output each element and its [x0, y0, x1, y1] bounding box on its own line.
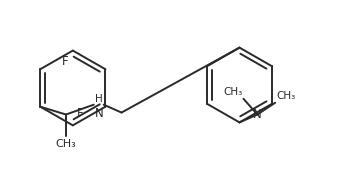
Text: CH₃: CH₃: [55, 139, 76, 149]
Text: CH₃: CH₃: [276, 91, 295, 101]
Text: N: N: [95, 107, 103, 120]
Text: H: H: [95, 94, 102, 104]
Text: CH₃: CH₃: [223, 87, 243, 97]
Text: N: N: [253, 108, 262, 121]
Text: F: F: [77, 107, 83, 120]
Text: F: F: [62, 56, 69, 69]
